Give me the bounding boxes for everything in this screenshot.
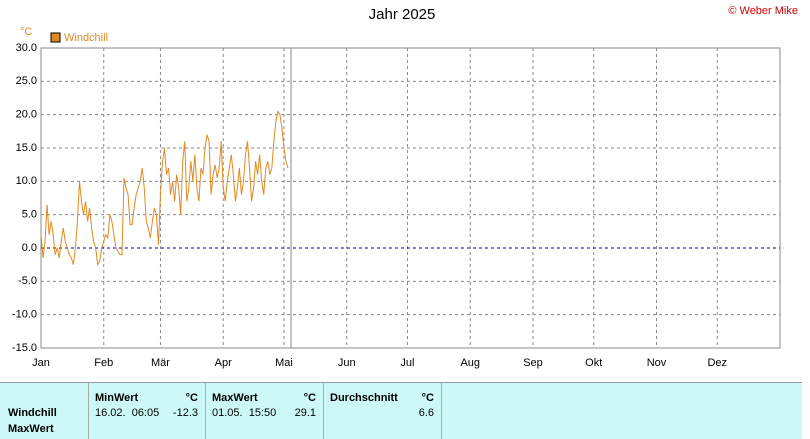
divider <box>205 383 206 439</box>
y-tick-label: 30.0 <box>16 42 37 54</box>
x-tick-label: Mai <box>275 357 293 369</box>
divider <box>88 383 89 439</box>
x-tick-label: Apr <box>215 357 232 369</box>
header-cell: Durchschnitt <box>330 392 398 404</box>
y-tick-label: 0.0 <box>22 242 37 254</box>
cell: 29.1 <box>294 407 316 419</box>
legend-label: Windchill <box>64 32 108 44</box>
x-tick-label: Jun <box>338 357 356 369</box>
x-tick-label: Aug <box>460 357 480 369</box>
y-tick-label: 15.0 <box>16 142 37 154</box>
x-tick-label: Jul <box>400 357 414 369</box>
plot-area <box>40 47 781 349</box>
series-line <box>40 109 289 267</box>
row-label: MaxWert <box>8 423 54 435</box>
legend-swatch <box>50 32 61 43</box>
x-tick-label: Nov <box>647 357 667 369</box>
copyright: © Weber Mike <box>728 5 798 17</box>
y-tick-label: 20.0 <box>16 109 37 121</box>
y-tick-label: 10.0 <box>16 175 37 187</box>
cell: 16.02. 06:05 <box>95 407 160 419</box>
divider <box>441 383 442 439</box>
y-tick-label: -5.0 <box>18 275 37 287</box>
y-tick-label: 5.0 <box>22 209 37 221</box>
cell: 6.6 <box>418 407 434 419</box>
y-tick-label: -15.0 <box>12 342 37 354</box>
divider <box>323 383 324 439</box>
cell: -12.3 <box>172 407 198 419</box>
x-tick-label: Dez <box>707 357 727 369</box>
x-tick-label: Feb <box>94 357 113 369</box>
header-cell: °C <box>185 392 198 404</box>
header-cell: MaxWert <box>212 392 258 404</box>
chart: Jahr 2025 © Weber Mike °C 30.0 25.0 20.0 15… <box>12 5 798 369</box>
x-tick-label: Mär <box>151 357 170 369</box>
stats-table: MinWert °C MaxWert °C Durchschnitt °C Wi… <box>0 382 802 439</box>
header-cell: MinWert <box>95 392 139 404</box>
header-cell: °C <box>421 392 434 404</box>
x-tick-label: Okt <box>585 357 602 369</box>
x-tick-label: Sep <box>523 357 543 369</box>
chart-title: Jahr 2025 <box>369 6 436 23</box>
cell: 01.05. 15:50 <box>212 407 277 419</box>
y-unit: °C <box>20 26 32 38</box>
header-cell: °C <box>303 392 316 404</box>
row-label: Windchill <box>8 407 57 419</box>
x-tick-label: Jan <box>32 357 50 369</box>
y-tick-label: 25.0 <box>16 75 37 87</box>
y-tick-label: -10.0 <box>12 309 37 321</box>
